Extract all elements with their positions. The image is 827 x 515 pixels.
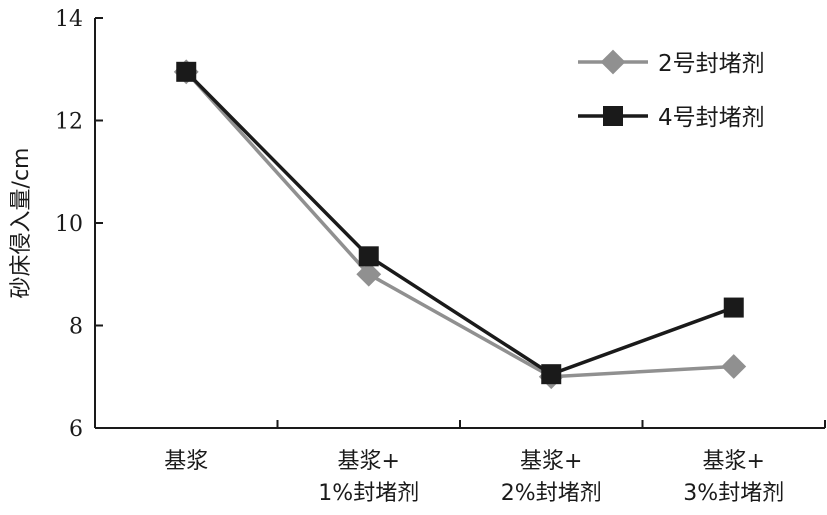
x-category-label: 3%封堵剂	[683, 481, 784, 506]
data-point-series-1	[356, 261, 382, 287]
legend-label: 2号封堵剂	[658, 51, 765, 77]
y-tick-label: 10	[55, 212, 83, 237]
x-category-label: 基浆+	[703, 449, 765, 474]
y-tick-label: 6	[69, 417, 83, 442]
y-tick-label: 14	[55, 7, 83, 32]
y-tick-label: 8	[69, 315, 83, 340]
data-point-series-2	[541, 364, 562, 385]
legend: 2号封堵剂 4号封堵剂	[578, 49, 765, 131]
data-point-series-2	[176, 61, 197, 82]
x-category-label: 1%封堵剂	[318, 481, 419, 506]
data-point-series-1	[721, 354, 747, 379]
legend-marker	[603, 106, 623, 126]
data-point-series-2	[723, 297, 744, 318]
series-line-2	[185, 70, 735, 377]
series-line-1	[184, 70, 734, 379]
y-axis-title: 砂床侵入量/cm	[9, 148, 34, 299]
series-layer	[173, 59, 747, 390]
x-category-label: 基浆+	[520, 449, 582, 474]
y-tick-label: 12	[55, 110, 83, 135]
data-point-series-2	[358, 246, 379, 267]
x-category-label: 基浆+	[338, 449, 400, 474]
x-category-label: 基浆	[164, 449, 208, 474]
legend-label: 4号封堵剂	[658, 105, 765, 131]
legend-marker	[600, 49, 626, 75]
x-ticks: 基浆 基浆+ 1%封堵剂 基浆+ 2%封堵剂 基浆+ 3%封堵剂	[164, 420, 826, 506]
y-ticks: 6 8 10 12 14	[55, 7, 103, 442]
x-category-label: 2%封堵剂	[501, 481, 602, 506]
